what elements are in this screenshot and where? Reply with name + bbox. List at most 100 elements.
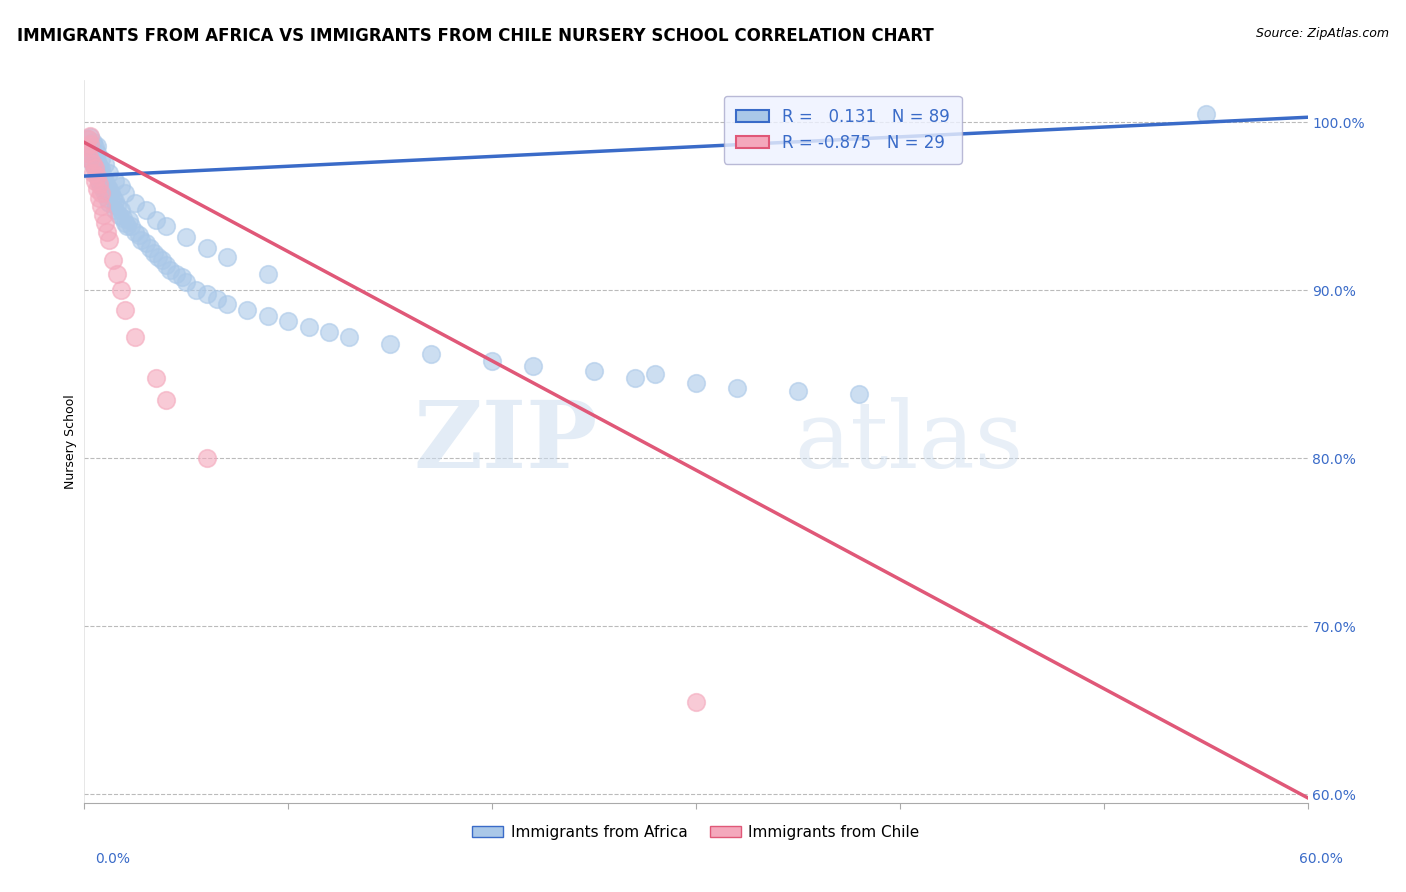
Point (83, 161, 105, 175)
Point (128, 227, 150, 242)
Point (522, 359, 544, 373)
Point (298, 320, 321, 334)
Point (257, 309, 280, 323)
Point (583, 364, 606, 378)
Point (146, 250, 169, 264)
Point (195, 286, 218, 301)
Point (93, 186, 115, 200)
Point (82, 136, 104, 150)
Point (195, 241, 218, 255)
Point (77, 132, 100, 146)
Point (87, 191, 110, 205)
Point (644, 368, 666, 382)
Point (217, 250, 239, 264)
Point (82, 166, 104, 180)
Point (91, 169, 114, 183)
Point (165, 267, 187, 281)
Point (87, 166, 110, 180)
Point (124, 196, 146, 211)
Point (97, 233, 120, 247)
Point (138, 241, 160, 255)
Point (118, 212, 141, 227)
Point (79, 153, 101, 167)
Point (90, 199, 112, 213)
Point (87, 159, 110, 173)
Point (90, 179, 112, 194)
Point (90, 186, 112, 200)
Point (101, 191, 124, 205)
Y-axis label: Nursery School: Nursery School (65, 394, 77, 489)
Point (82, 145, 104, 160)
Point (79, 153, 101, 167)
Point (172, 269, 194, 284)
Point (135, 202, 157, 217)
Point (104, 174, 127, 188)
Point (1195, 107, 1218, 121)
Point (318, 326, 340, 340)
Point (97, 182, 120, 196)
Point (86, 138, 108, 153)
Point (195, 451, 218, 466)
Point (79, 137, 101, 152)
Point (93, 216, 115, 230)
Point (100, 186, 122, 200)
Point (97, 166, 120, 180)
Point (77, 145, 100, 160)
Point (97, 196, 120, 211)
Point (114, 216, 136, 230)
Point (82, 157, 104, 171)
Point (83, 162, 105, 177)
Text: 60.0%: 60.0% (1299, 852, 1343, 866)
Point (87, 174, 110, 188)
Point (481, 354, 503, 368)
Point (75, 140, 97, 154)
Point (135, 236, 157, 251)
Point (142, 246, 165, 260)
Point (77, 144, 100, 158)
Point (104, 194, 127, 209)
Text: ZIP: ZIP (413, 397, 598, 486)
Point (205, 292, 228, 306)
Point (105, 199, 128, 213)
Point (75, 140, 97, 154)
Point (86, 153, 108, 168)
Point (114, 186, 136, 200)
Point (86, 145, 108, 160)
Point (110, 283, 132, 297)
Point (87, 178, 110, 192)
Point (96, 191, 118, 205)
Point (120, 219, 142, 234)
Point (115, 219, 138, 234)
Text: Source: ZipAtlas.com: Source: ZipAtlas.com (1256, 27, 1389, 40)
Point (93, 157, 115, 171)
Point (145, 212, 167, 227)
Point (86, 182, 108, 196)
Point (236, 303, 259, 318)
Point (105, 267, 128, 281)
Point (93, 174, 115, 188)
Point (79, 128, 101, 143)
Text: 0.0%: 0.0% (96, 852, 131, 866)
Point (848, 387, 870, 401)
Point (685, 695, 707, 709)
Point (155, 392, 177, 407)
Point (104, 202, 127, 217)
Point (380, 337, 402, 351)
Point (82, 157, 104, 171)
Point (174, 229, 197, 244)
Point (624, 370, 647, 384)
Point (79, 137, 101, 152)
Point (725, 381, 748, 395)
Point (131, 233, 153, 247)
Legend: Immigrants from Africa, Immigrants from Chile: Immigrants from Africa, Immigrants from … (467, 819, 925, 846)
Point (96, 179, 118, 194)
Point (685, 376, 707, 390)
Point (83, 174, 105, 188)
Text: atlas: atlas (794, 397, 1024, 486)
Point (150, 253, 173, 268)
Point (257, 267, 280, 281)
Point (217, 297, 239, 311)
Point (91, 208, 114, 222)
Point (90, 162, 112, 177)
Point (108, 208, 131, 222)
